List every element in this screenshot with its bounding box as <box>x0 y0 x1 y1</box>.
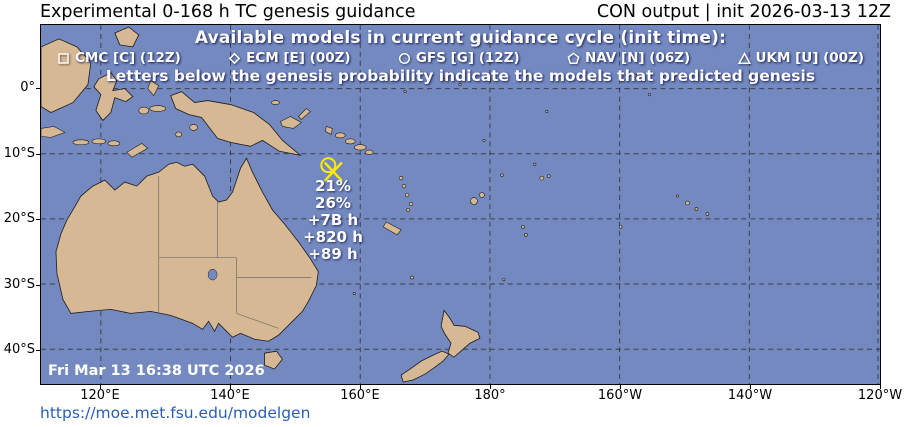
sulawesi <box>93 72 134 122</box>
nz-south-island <box>400 350 450 383</box>
map-svg <box>41 25 880 384</box>
new-caledonia <box>382 221 402 236</box>
pentagon-icon <box>567 51 580 64</box>
genesis-label: +89 h <box>308 245 358 263</box>
lon-tick-mark <box>100 385 102 389</box>
lon-tick-label: 140°W <box>727 388 773 403</box>
lat-tick-label: 20°S <box>3 211 35 226</box>
australia-state-borders <box>158 176 312 329</box>
lon-tick-mark <box>360 385 362 389</box>
overlay-subtitle: Letters below the genesis probability in… <box>105 67 816 85</box>
lat-tick-label: 10°S <box>3 145 35 161</box>
lat-tick-mark <box>36 219 40 221</box>
lesser-sunda-3 <box>107 140 121 147</box>
lat-tick-mark <box>36 350 40 352</box>
landmasses <box>41 26 710 383</box>
circle-icon <box>398 52 410 64</box>
page-title: Experimental 0-168 h TC genesis guidance <box>40 1 416 22</box>
genesis-label-stack: 21% 26% +7B h +820 h +89 h <box>291 178 375 263</box>
overlay-header: Available models in current guidance cyc… <box>41 28 880 85</box>
lon-tick-label: 180° <box>474 388 506 403</box>
lon-tick-label: 160°W <box>597 388 643 403</box>
lon-tick-label: 140°E <box>210 388 250 403</box>
diamond-icon <box>228 52 241 64</box>
genesis-marker <box>320 157 343 182</box>
map-canvas: Available models in current guidance cyc… <box>40 24 881 385</box>
admiralty-islands <box>271 100 280 105</box>
java-tip <box>41 126 66 138</box>
solomon-2 <box>344 138 356 145</box>
genesis-label: +820 h <box>303 228 363 246</box>
model-legend-cmc: CMC [C] (12Z) <box>57 50 181 66</box>
footer-url-link[interactable]: https://moe.met.fsu.edu/modelgen <box>40 404 311 422</box>
mindanao <box>114 26 140 48</box>
timor <box>126 142 149 158</box>
lesser-sunda-2 <box>91 138 107 145</box>
nz-north-island <box>440 309 481 358</box>
triangle-icon <box>737 51 751 64</box>
lon-tick-mark <box>880 385 882 389</box>
lon-tick-mark <box>620 385 622 389</box>
lon-tick-mark <box>750 385 752 389</box>
model-legend-gfs: GFS [G] (12Z) <box>398 50 520 66</box>
solomon-4 <box>364 149 374 155</box>
seram-island <box>149 105 167 112</box>
lat-tick-mark <box>36 88 40 90</box>
australia <box>55 157 319 342</box>
buru-island <box>138 106 150 115</box>
fiji <box>470 197 478 205</box>
map-timestamp: Fri Mar 13 16:38 UTC 2026 <box>48 363 265 379</box>
lesser-sunda-1 <box>72 139 90 146</box>
bougainville <box>324 126 333 135</box>
lon-tick-mark <box>230 385 232 389</box>
halmahera <box>147 80 160 97</box>
tasmania <box>264 350 283 370</box>
new-guinea <box>170 91 302 156</box>
square-icon <box>58 52 69 64</box>
lat-tick-mark <box>36 284 40 286</box>
aru-islands <box>189 124 198 131</box>
model-legend-ecm: ECM [E] (00Z) <box>228 50 351 66</box>
genesis-label: 21% <box>315 177 351 195</box>
lon-tick-label: 120°W <box>857 388 903 403</box>
model-legend-ukm: UKM [U] (00Z) <box>737 50 864 66</box>
small-islands <box>352 74 710 295</box>
title-bar: Experimental 0-168 h TC genesis guidance… <box>40 0 891 23</box>
lon-tick-label: 120°E <box>80 388 120 403</box>
lake-eyre <box>207 268 218 281</box>
borneo <box>41 38 92 113</box>
genesis-x-icon <box>324 162 343 182</box>
model-legend-row: CMC [C] (12Z) ECM [E] (00Z) GFS [G] (12Z) N… <box>41 48 880 66</box>
init-info: CON output | init 2026-03-13 12Z <box>596 1 891 22</box>
new-ireland <box>297 108 311 120</box>
lon-tick-mark <box>490 385 492 389</box>
genesis-label: +7B h <box>307 211 359 229</box>
model-legend-nav: NAV [N] (06Z) <box>567 50 690 66</box>
lat-tick-label: 40°S <box>3 342 35 357</box>
tanimbar <box>175 131 182 138</box>
lat-tick-label: 30°S <box>3 276 35 292</box>
genesis-circle-icon <box>320 157 337 174</box>
lat-tick-label: 0° <box>20 80 35 95</box>
overlay-title: Available models in current guidance cyc… <box>194 28 727 48</box>
lat-tick-mark <box>36 153 40 155</box>
lon-tick-label: 160°E <box>340 388 380 403</box>
genesis-label: 26% <box>315 194 351 212</box>
solomon-3 <box>353 144 367 151</box>
solomon-1 <box>334 132 346 139</box>
new-britain <box>280 116 302 129</box>
